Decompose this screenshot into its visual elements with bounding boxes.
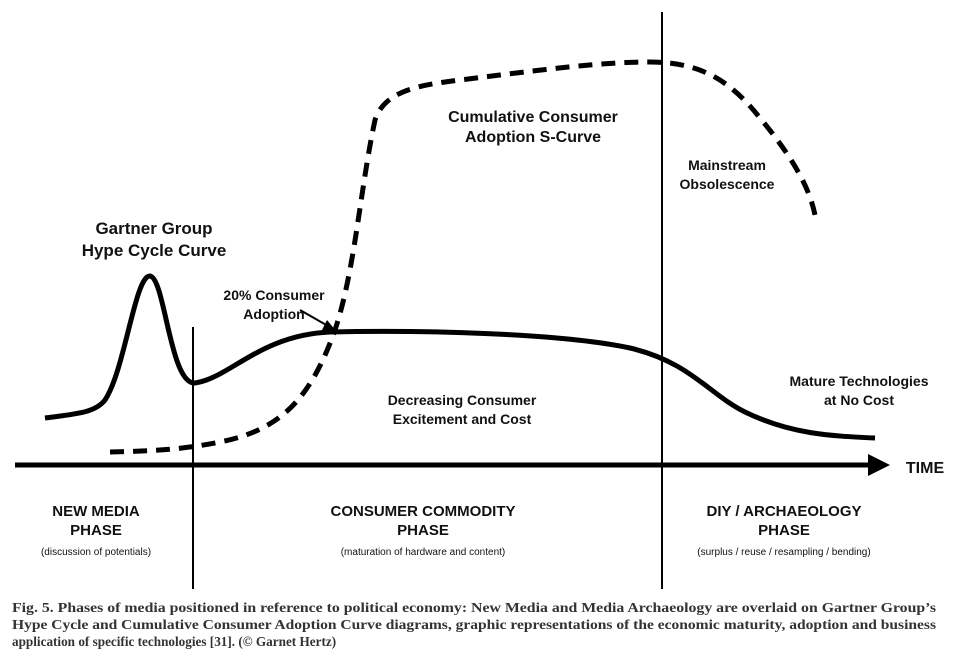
label: Excitement and Cost xyxy=(393,411,532,427)
label: Mainstream xyxy=(688,157,766,173)
label: Adoption S-Curve xyxy=(465,129,601,146)
label: 20% Consumer xyxy=(223,287,325,303)
axis-label: TIME xyxy=(906,460,945,477)
phase-title: PHASE xyxy=(758,522,810,539)
caption: Hype Cycle and Cumulative Consumer Adopt… xyxy=(12,617,936,632)
phase-title: NEW MEDIA xyxy=(52,503,140,520)
pointer xyxy=(299,309,329,327)
label: Mature Technologies xyxy=(790,373,929,389)
phase-title: PHASE xyxy=(70,522,122,539)
phase-title: CONSUMER COMMODITY xyxy=(331,503,516,520)
phase-note: (surplus / reuse / resampling / bending) xyxy=(697,547,870,558)
label: Adoption xyxy=(243,306,304,322)
hype-cycle-curve xyxy=(44,273,876,441)
caption: Fig. 5. Phases of media positioned in re… xyxy=(12,600,936,615)
pointer-head xyxy=(322,320,336,331)
label: Gartner Group xyxy=(95,219,212,238)
label: at No Cost xyxy=(824,392,894,408)
label: Hype Cycle Curve xyxy=(82,241,227,260)
label: Decreasing Consumer xyxy=(388,392,537,408)
label: Obsolescence xyxy=(680,176,775,192)
phase-note: (discussion of potentials) xyxy=(41,547,151,558)
label: Cumulative Consumer xyxy=(448,109,618,126)
phase-title: PHASE xyxy=(397,522,449,539)
phase-note: (maturation of hardware and content) xyxy=(341,547,506,558)
axis-arrow xyxy=(868,454,890,476)
s-curve xyxy=(109,59,818,455)
caption: application of specific technologies [31… xyxy=(12,634,336,649)
phase-title: DIY / ARCHAEOLOGY xyxy=(706,503,861,520)
